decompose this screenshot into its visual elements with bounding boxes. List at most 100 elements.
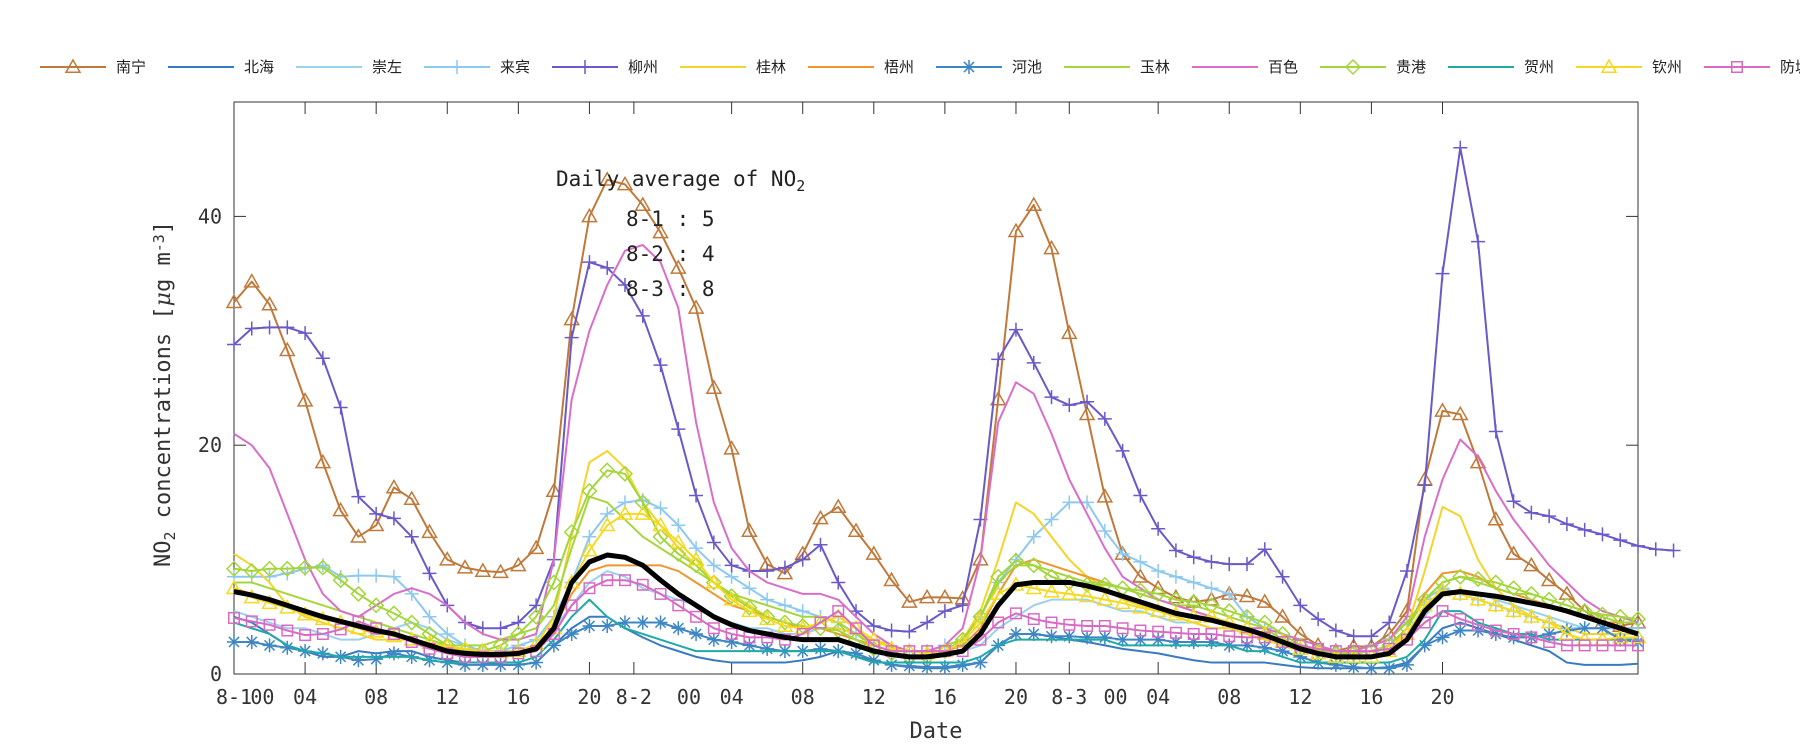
data-point <box>1611 628 1629 644</box>
data-point <box>1666 543 1681 558</box>
annotation-title-sub: 2 <box>796 177 805 195</box>
data-point <box>742 581 757 596</box>
legend-label: 玉林 <box>1140 58 1170 76</box>
data-point <box>1293 598 1308 613</box>
x-tick-label: 8-1 <box>216 685 252 709</box>
data-point <box>1505 580 1522 597</box>
x-tick-label: 12 <box>1288 685 1312 709</box>
legend-label: 贵港 <box>1396 58 1426 76</box>
x-tick-label: 20 <box>1430 685 1454 709</box>
data-point <box>1311 612 1326 627</box>
data-point <box>972 614 989 629</box>
data-point <box>1060 585 1078 600</box>
data-point <box>279 560 296 577</box>
data-point <box>1507 627 1520 640</box>
data-point <box>1078 405 1096 421</box>
data-point <box>706 535 721 550</box>
data-point <box>705 574 722 591</box>
data-point <box>760 641 775 656</box>
data-point <box>1203 597 1220 614</box>
data-point <box>333 400 348 415</box>
data-point <box>634 494 651 511</box>
legend-label: 钦州 <box>1652 58 1682 76</box>
daily-average-annotation: Daily average of NO2 8-1 : 5 8-2 : 4 8-3 :… <box>556 167 805 301</box>
data-point <box>670 533 687 549</box>
data-point <box>1169 626 1182 639</box>
data-point <box>1595 527 1610 542</box>
data-point <box>884 623 899 638</box>
data-point <box>937 604 952 619</box>
data-point <box>653 501 668 516</box>
data-point <box>244 634 259 649</box>
data-point <box>243 562 260 580</box>
data-point <box>1078 587 1096 603</box>
data-point <box>369 568 384 583</box>
legend-label: 桂林 <box>756 58 786 76</box>
data-point <box>565 599 578 612</box>
data-point <box>474 562 492 578</box>
data-point <box>847 522 865 537</box>
annotation-line: 8-3 : 8 <box>626 277 715 301</box>
data-point <box>1152 625 1165 638</box>
data-point <box>723 440 740 455</box>
data-point <box>1096 488 1114 503</box>
data-point <box>1542 509 1557 524</box>
data-point <box>1007 552 1025 569</box>
legend-label: 贺州 <box>1524 58 1554 76</box>
data-point <box>866 618 881 633</box>
data-point <box>1257 542 1272 557</box>
data-point <box>1205 627 1218 640</box>
x-tick-label: 16 <box>933 685 957 709</box>
data-point <box>1168 634 1183 649</box>
data-point <box>1008 552 1023 567</box>
data-point <box>706 558 721 573</box>
data-point <box>901 593 918 608</box>
data-point <box>578 60 592 74</box>
data-point <box>705 573 723 589</box>
data-point <box>617 615 632 630</box>
data-point <box>581 482 598 500</box>
data-point <box>228 611 240 624</box>
data-point <box>1559 623 1574 638</box>
data-point <box>990 568 1007 585</box>
data-point <box>1436 605 1449 618</box>
x-tick-label: 04 <box>293 685 317 709</box>
data-point <box>1382 615 1397 630</box>
data-point <box>617 278 632 293</box>
data-point <box>1116 622 1129 635</box>
data-point <box>1417 638 1432 653</box>
data-point <box>1043 239 1060 255</box>
data-point <box>1487 511 1505 526</box>
data-point <box>1222 557 1237 572</box>
data-point <box>670 545 687 562</box>
data-point <box>991 352 1006 367</box>
data-point <box>297 559 314 576</box>
data-point <box>332 572 349 589</box>
data-point <box>1469 591 1487 606</box>
data-point <box>670 259 687 274</box>
data-point <box>1346 660 1361 675</box>
legend-item: 南宁 <box>40 58 146 76</box>
x-axis: 8-1 04 08 12 16 20 8-2 04 08 12 16 20 8-3 04 08 12 16 200… <box>216 102 1455 709</box>
data-point <box>601 574 614 587</box>
data-point <box>618 574 631 587</box>
data-point <box>937 660 952 675</box>
data-point <box>777 598 792 613</box>
data-point <box>600 618 615 633</box>
data-point <box>492 563 509 579</box>
data-point <box>706 632 721 647</box>
data-point <box>599 462 616 479</box>
data-point <box>1275 644 1290 659</box>
data-point <box>724 558 739 573</box>
data-point <box>1168 569 1183 584</box>
y-tick-label: 0 <box>210 662 222 686</box>
data-point <box>1240 557 1255 572</box>
data-point <box>1540 571 1558 587</box>
data-point <box>723 591 740 606</box>
x-tick-label: 20 <box>577 685 601 709</box>
data-point <box>829 498 847 513</box>
data-point <box>813 641 828 656</box>
data-point <box>653 358 668 373</box>
data-point <box>261 295 278 311</box>
data-point <box>1240 638 1255 653</box>
